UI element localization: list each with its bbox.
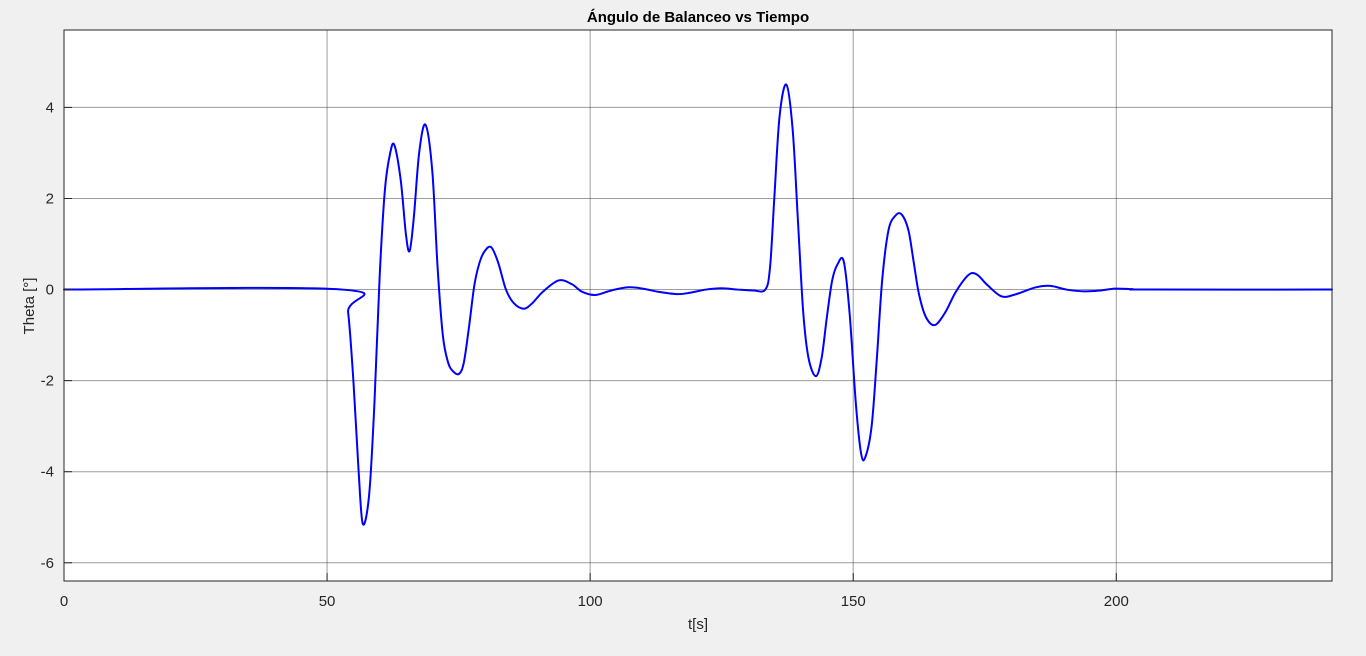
axes-border [63, 29, 1333, 582]
x-tick-label: 150 [841, 593, 866, 610]
x-axis-label: t[s] [688, 616, 708, 633]
x-tick-label: 200 [1104, 593, 1129, 610]
series-line [63, 83, 1333, 526]
y-tick-label: -4 [41, 464, 54, 481]
y-axis-label: Theta [°] [21, 278, 38, 335]
y-tick-label: 4 [46, 99, 54, 116]
chart-title: Ángulo de Balanceo vs Tiempo [587, 9, 809, 26]
axes-area [64, 30, 1332, 581]
y-tick-label: 2 [46, 190, 54, 207]
x-tick-label: 100 [578, 593, 603, 610]
x-tick-label: 0 [60, 593, 68, 610]
y-axis-ticks: -6 -4 -2 0 2 4 [41, 99, 72, 572]
plot-area [63, 83, 1333, 526]
x-tick-label: 50 [319, 593, 336, 610]
y-tick-label: -2 [41, 373, 54, 390]
x-axis-ticks: 0 50 100 150 200 [60, 573, 1129, 610]
y-tick-label: -6 [41, 555, 54, 572]
y-tick-label: 0 [46, 282, 54, 299]
